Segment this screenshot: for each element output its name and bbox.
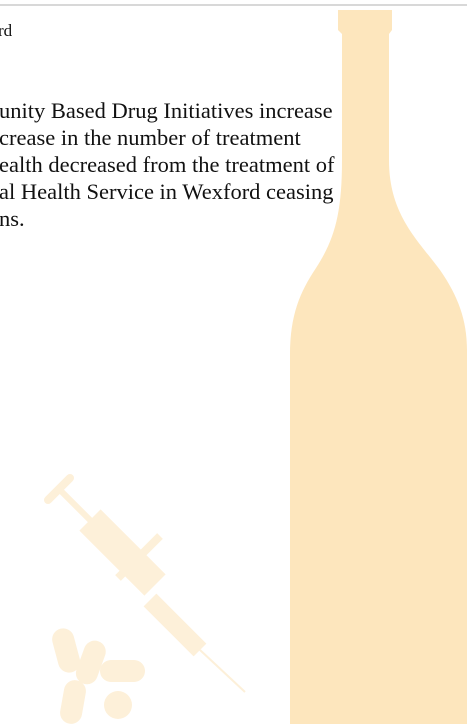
body-line: al Health Service in Wexford ceasing: [0, 179, 334, 204]
page: rd unity Based Drug Initiatives increase…: [0, 0, 467, 724]
body-line: ealth decreased from the treatment of: [0, 152, 335, 177]
body-line: unity Based Drug Initiatives increase: [0, 98, 333, 123]
header-fragment: rd: [0, 21, 13, 40]
body-line: crease in the number of treatment: [0, 125, 301, 150]
body-line: ns.: [0, 206, 25, 231]
